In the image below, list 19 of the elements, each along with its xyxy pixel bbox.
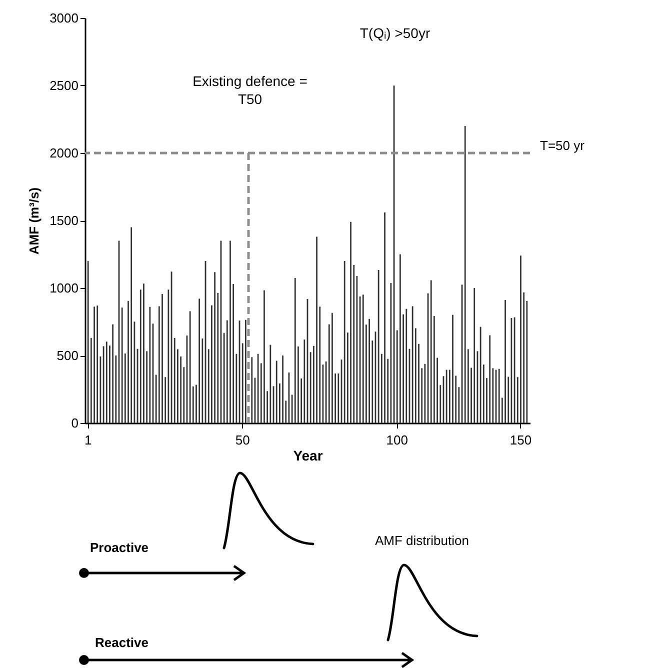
- text: Reactive: [95, 635, 148, 650]
- x-tick-label: 1: [84, 432, 92, 448]
- x-axis-title: Year: [293, 448, 324, 464]
- y-tick-label: 3000: [50, 10, 78, 26]
- y-tick-label: 2500: [50, 78, 78, 93]
- y-tick-label: 500: [56, 348, 78, 363]
- y-tick-label: 0: [71, 416, 78, 430]
- annotation: T(Qᵢ) >50yr: [358, 24, 432, 42]
- y-axis-title: AMF (m³/s): [26, 187, 42, 255]
- x-tick-label: 150: [510, 432, 532, 448]
- x-tick-label: 100: [386, 432, 408, 448]
- y-tick-label: 2000: [50, 146, 78, 160]
- text: Proactive: [90, 540, 149, 555]
- annotation: Existing defence = T50: [192, 72, 308, 108]
- x-tick-label: 50: [235, 432, 250, 448]
- text: AMF distribution: [375, 533, 469, 548]
- y-tick-label: 1500: [50, 213, 78, 228]
- text: T=50 yr: [540, 138, 584, 153]
- y-tick-label: 1000: [50, 280, 78, 296]
